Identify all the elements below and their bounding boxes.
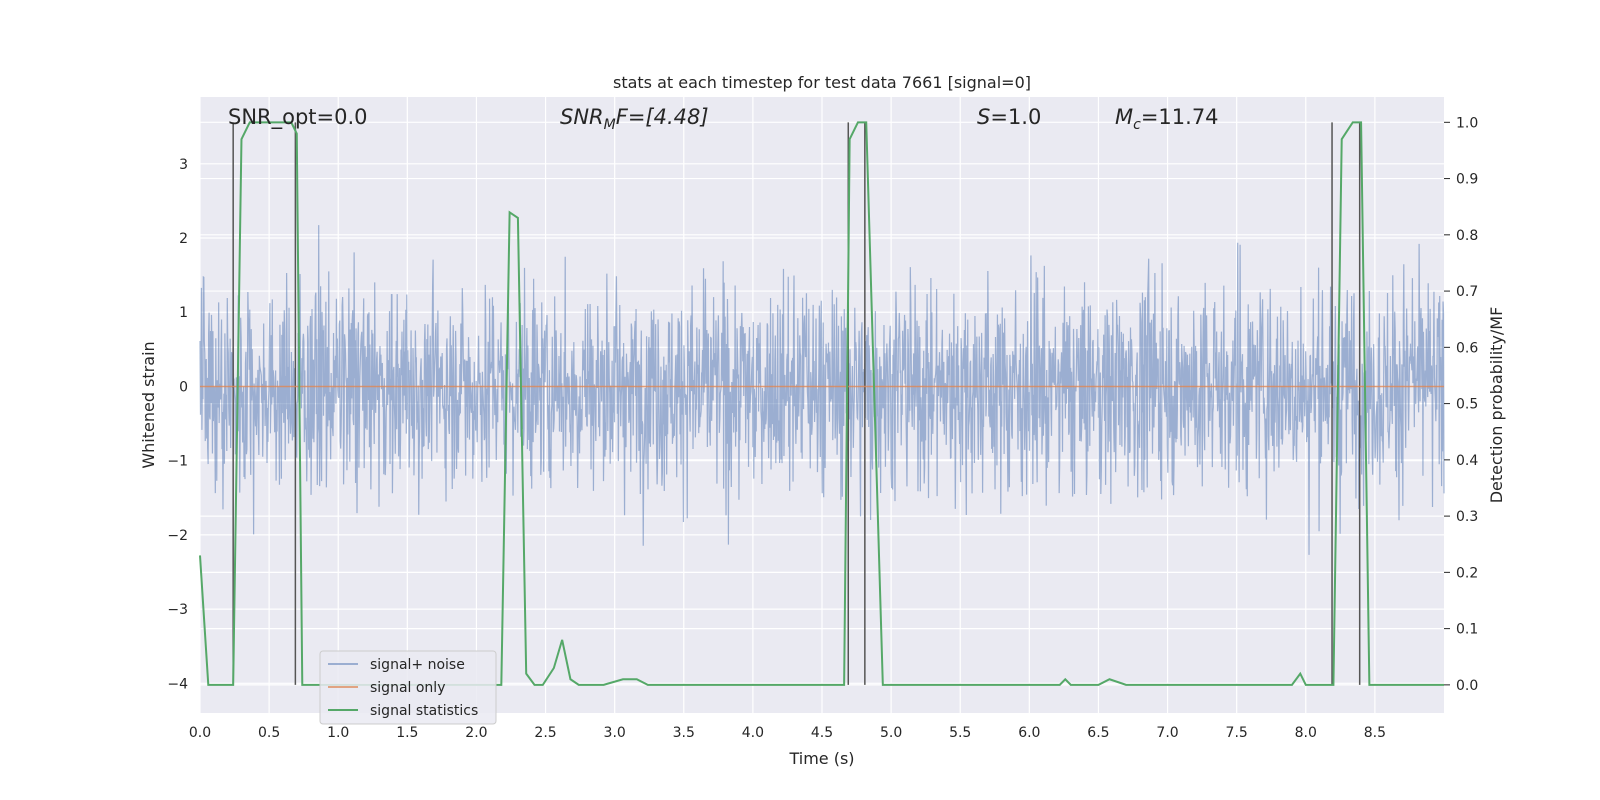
y-right-tick-label: 0.8 [1456, 228, 1478, 244]
y-left-tick-label: 2 [179, 231, 188, 247]
x-tick-label: 1.5 [396, 725, 418, 741]
x-tick-label: 2.0 [465, 725, 487, 741]
legend-label-signal-only: signal only [370, 680, 445, 696]
y-left-tick-label: −2 [167, 528, 188, 544]
legend-box [319, 650, 497, 725]
y-left-tick-label: 0 [179, 379, 188, 395]
y-right-tick-label: 0.1 [1456, 622, 1478, 638]
y-right-tick-label: 0.6 [1456, 340, 1478, 356]
y-right-tick-label: 0.3 [1456, 509, 1478, 525]
legend-label-signal-statistics: signal statistics [370, 703, 478, 719]
legend-label-signal-noise: signal+ noise [370, 657, 465, 673]
y-right-tick-label: 0.0 [1456, 678, 1478, 694]
x-axis-label: Time (s) [788, 749, 854, 768]
y-right-tick-label: 0.5 [1456, 397, 1478, 413]
chart-title: stats at each timestep for test data 766… [613, 73, 1031, 92]
x-tick-label: 7.5 [1226, 725, 1248, 741]
x-tick-label: 0.5 [258, 725, 280, 741]
x-tick-label: 6.5 [1087, 725, 1109, 741]
y-right-tick-label: 0.4 [1456, 453, 1478, 469]
y-left-tick-label: 1 [179, 305, 188, 321]
x-tick-label: 7.0 [1156, 725, 1178, 741]
y-right-tick-label: 0.9 [1456, 172, 1478, 188]
y-axis-right-ticks: 0.0 0.1 0.2 0.3 0.4 0.5 0.6 0.7 0.8 0.9 1.0 [1444, 115, 1478, 694]
y-axis-left-label: Whitened strain [139, 341, 158, 468]
y-left-tick-label: −3 [167, 602, 188, 618]
x-tick-label: 8.0 [1295, 725, 1317, 741]
x-tick-label: 2.5 [534, 725, 556, 741]
x-tick-label: 5.0 [880, 725, 902, 741]
y-right-tick-label: 1.0 [1456, 115, 1478, 131]
y-left-tick-label: 3 [179, 157, 188, 173]
legend: signal+ noise signal only signal statist… [319, 650, 497, 725]
annotation-snr-mf: SNRMF=[4.48] [560, 105, 709, 133]
y-axis-left-ticks: −4 −3 −2 −1 0 1 2 3 [167, 157, 188, 693]
x-tick-label: 4.5 [811, 725, 833, 741]
x-tick-label: 8.5 [1364, 725, 1386, 741]
x-tick-label: 6.0 [1018, 725, 1040, 741]
y-left-tick-label: −1 [167, 454, 188, 470]
x-tick-label: 3.0 [604, 725, 626, 741]
y-left-tick-label: −4 [167, 676, 188, 692]
y-axis-right-label: Detection probability/MF [1487, 307, 1506, 504]
x-tick-label: 1.0 [327, 725, 349, 741]
signal-noise-line [199, 225, 1445, 555]
x-tick-label: 5.5 [949, 725, 971, 741]
x-tick-label: 3.5 [673, 725, 695, 741]
annotation-snr-opt: SNR_opt=0.0 [228, 105, 368, 130]
annotation-mc: Mc=11.74 [1115, 105, 1219, 133]
x-tick-label: 0.0 [189, 725, 211, 741]
x-tick-label: 4.0 [742, 725, 764, 741]
y-right-tick-label: 0.7 [1456, 284, 1478, 300]
annotation-s: S=1.0 [977, 105, 1041, 129]
y-right-tick-label: 0.2 [1456, 565, 1478, 581]
vertical-markers [232, 122, 1361, 685]
x-axis-ticks: 0.0 0.5 1.0 1.5 2.0 2.5 3.0 3.5 4.0 4.5 5.0 5.5 6.0 6… [189, 725, 1386, 741]
series-signal-noise [199, 225, 1445, 555]
